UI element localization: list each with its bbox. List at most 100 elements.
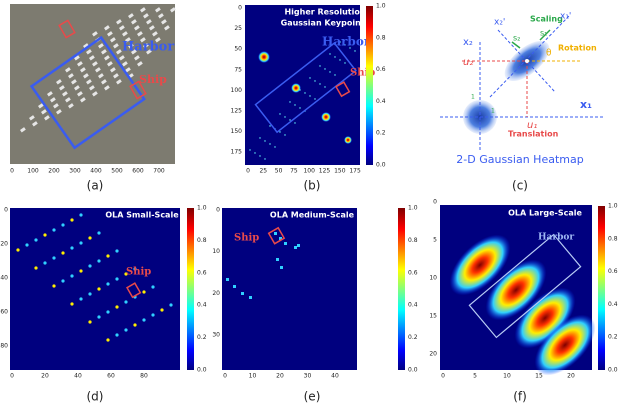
- keypoint: [276, 258, 279, 261]
- label: Harbor: [538, 233, 574, 243]
- keypoint: [329, 71, 331, 73]
- boat: [80, 97, 86, 103]
- x-tick-label: 20: [276, 373, 284, 380]
- colorbar-tick-label: 1.0: [197, 205, 207, 212]
- x-tick-label: 125: [319, 168, 331, 175]
- x-tick-label: 150: [334, 168, 346, 175]
- label: 2-D Gaussian Heatmap: [456, 153, 583, 166]
- heatmap: [10, 208, 180, 370]
- x-tick-label: 500: [111, 168, 123, 175]
- keypoint: [79, 213, 83, 217]
- ship-box: [129, 80, 147, 100]
- keypoint: [254, 152, 256, 154]
- keypoint: [249, 149, 251, 151]
- colorbar-tick-label: 0.0: [408, 367, 418, 374]
- keypoint: [169, 303, 173, 307]
- boat: [119, 25, 125, 31]
- colorbar-tick-label: 0.8: [376, 34, 386, 41]
- x-tick-label: 700: [153, 168, 165, 175]
- keypoint: [142, 318, 146, 322]
- keypoint: [344, 62, 346, 64]
- keypoint: [115, 277, 119, 281]
- x-tick-label: 80: [140, 373, 148, 380]
- colorbar-tick-label: 0.0: [608, 367, 618, 374]
- harbor-box: [254, 41, 357, 134]
- y-tick-label: 20: [0, 241, 8, 248]
- keypoint: [249, 296, 252, 299]
- label: 1: [491, 108, 495, 115]
- boat: [103, 85, 110, 91]
- keypoint: [349, 47, 351, 49]
- colorbar-tick-label: 0.0: [376, 162, 386, 169]
- boat: [131, 49, 137, 55]
- x-tick-label: 0: [10, 373, 14, 380]
- x-tick-label: 40: [74, 373, 82, 380]
- colorbar-tick-label: 0.6: [376, 66, 386, 73]
- boat: [137, 31, 143, 37]
- keypoint: [61, 251, 65, 255]
- keypoints: [226, 232, 300, 299]
- boat: [86, 79, 92, 85]
- keypoint: [61, 223, 65, 227]
- y-tick-label: 5: [433, 237, 437, 244]
- keypoint: [151, 285, 155, 289]
- y-tick-label: 0: [433, 199, 437, 206]
- keypoint: [151, 313, 155, 317]
- boat: [71, 79, 77, 85]
- x-tick-label: 40: [331, 373, 339, 380]
- keypoint: [43, 233, 47, 237]
- boat: [73, 55, 80, 61]
- title: OLA Small-Scale: [105, 211, 179, 220]
- boat: [40, 109, 47, 115]
- colorbar-tick-label: 0.6: [408, 269, 418, 276]
- boat: [104, 55, 110, 61]
- boat: [49, 97, 56, 103]
- keypoint: [115, 305, 119, 309]
- keypoint: [284, 242, 287, 245]
- y-tick-label: 25: [234, 25, 242, 32]
- boat: [89, 85, 95, 91]
- label: s₁: [540, 29, 547, 38]
- label: Harbor: [122, 40, 174, 55]
- boat: [43, 115, 50, 121]
- x-tick-label: 60: [107, 373, 115, 380]
- boat: [80, 67, 86, 73]
- y-tick-label: 20: [429, 351, 437, 358]
- keypoint: [61, 279, 65, 283]
- keypoint: [70, 302, 74, 306]
- keypoint: [334, 56, 336, 58]
- boat: [91, 31, 98, 37]
- caption: (f): [513, 390, 527, 404]
- colorbar: [398, 208, 405, 370]
- caption: (d): [87, 390, 104, 404]
- title: OLA Medium-Scale: [270, 211, 355, 220]
- boat: [68, 73, 74, 79]
- colorbar: [598, 206, 605, 370]
- blob: [534, 314, 596, 376]
- keypoint: [321, 112, 331, 122]
- ship-box: [335, 81, 351, 98]
- keypoint: [79, 241, 83, 245]
- y-tick-label: 0: [216, 207, 220, 214]
- colorbar-tick-label: 0.8: [197, 237, 207, 244]
- label: Ship: [139, 73, 167, 86]
- keypoint: [25, 243, 29, 247]
- keypoint: [279, 113, 281, 115]
- y-tick-label: 15: [429, 313, 437, 320]
- diagram: x₂' Scaling x₁' s₂ s₁ x₂ u₂ θ Rotation u…: [440, 12, 605, 166]
- keypoint: [52, 256, 56, 260]
- keypoint: [16, 248, 20, 252]
- blobs: [449, 234, 596, 376]
- keypoint: [97, 287, 101, 291]
- keypoint: [324, 68, 326, 70]
- keypoint: [299, 107, 301, 109]
- x-tick-label: 100: [27, 168, 39, 175]
- y-tick-label: 10: [212, 248, 220, 255]
- boat: [95, 67, 101, 73]
- boat: [116, 79, 122, 85]
- x-tick-label: 30: [304, 373, 312, 380]
- keypoint: [314, 98, 316, 100]
- boat: [89, 55, 95, 61]
- keypoint: [259, 155, 261, 157]
- y-tick-label: 100: [231, 87, 243, 94]
